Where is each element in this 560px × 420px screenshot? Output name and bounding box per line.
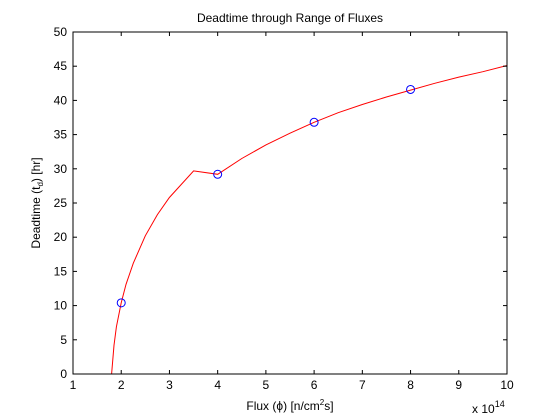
x-tick-label: 2 <box>118 378 125 392</box>
chart-title: Deadtime through Range of Fluxes <box>197 11 383 25</box>
x-tick-label: 7 <box>359 378 366 392</box>
x-tick-label: 5 <box>263 378 270 392</box>
x-ticks: 1 2 3 4 5 6 7 8 9 10 <box>70 32 514 392</box>
x-tick-label: 3 <box>166 378 173 392</box>
y-tick-label: 45 <box>54 59 68 73</box>
x-multiplier-exponent: 14 <box>495 399 505 409</box>
plot-area <box>73 32 507 374</box>
y-axis-label-prefix: Deadtime (t <box>29 186 43 249</box>
x-tick-label: 1 <box>70 378 77 392</box>
y-ticks: 0 5 10 15 20 25 30 35 40 45 50 <box>54 25 507 381</box>
x-tick-label: 8 <box>407 378 414 392</box>
y-tick-label: 10 <box>54 299 68 313</box>
y-tick-label: 20 <box>54 230 68 244</box>
y-tick-label: 50 <box>54 25 68 39</box>
y-tick-label: 30 <box>54 162 68 176</box>
y-axis-label-suffix: ) [hr] <box>29 157 43 182</box>
x-tick-label: 6 <box>311 378 318 392</box>
y-tick-label: 5 <box>60 333 67 347</box>
axes-box <box>72 31 508 375</box>
phi-symbol: ϕ <box>276 399 283 413</box>
y-tick-label: 15 <box>54 264 68 278</box>
y-tick-label: 40 <box>54 93 68 107</box>
y-axis-label: Deadtime (td) [hr] <box>29 157 45 248</box>
x-axis-label-mid: ) [n/cm <box>283 399 320 413</box>
data-point-marker <box>116 298 126 308</box>
x-tick-label: 9 <box>455 378 462 392</box>
data-point-marker <box>309 117 319 127</box>
y-tick-label: 0 <box>60 367 67 381</box>
data-point-marker <box>213 169 223 179</box>
x-axis-label-suffix: s] <box>324 399 333 413</box>
y-axis-label-sub: d <box>36 182 45 186</box>
data-point-marker <box>406 84 416 94</box>
fit-curve-line <box>111 65 508 375</box>
series-layer <box>111 65 508 375</box>
x-axis-label: Flux (ϕ) [n/cm2s] <box>246 398 333 413</box>
y-tick-label: 25 <box>54 196 68 210</box>
y-tick-label: 35 <box>54 128 68 142</box>
x-axis-label-sup: 2 <box>320 398 325 407</box>
x-multiplier-base: x 10 <box>472 402 495 416</box>
x-axis-label-prefix: Flux ( <box>246 399 276 413</box>
x-tick-label: 10 <box>500 378 514 392</box>
x-multiplier: x 1014 <box>472 399 505 416</box>
x-tick-label: 4 <box>214 378 221 392</box>
